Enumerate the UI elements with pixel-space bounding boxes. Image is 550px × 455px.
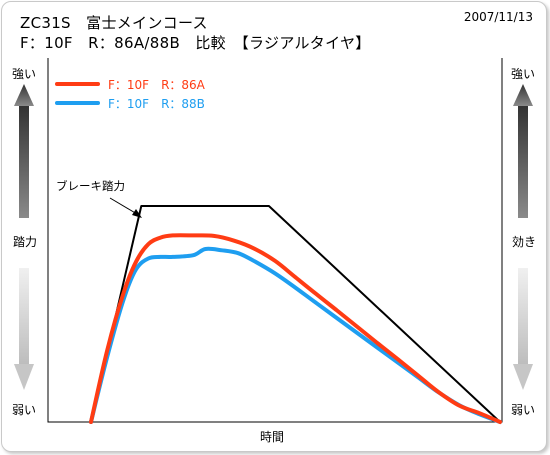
left-scale-top-label: 強い: [12, 67, 36, 81]
legend: F：10F R：86A F：10F R：88B: [55, 78, 206, 111]
left-scale-mid-label: 踏力: [13, 235, 37, 249]
annotation-leader-arrow-icon: [109, 197, 142, 218]
left-scale-bottom-label: 弱い: [12, 403, 36, 417]
series-line-brake-pedal: [90, 205, 501, 423]
right-scale-mid-label: 効き: [512, 234, 536, 249]
series-layer: [89, 205, 502, 424]
chart-date: 2007/11/13: [463, 10, 533, 24]
series-line-86a: [89, 233, 502, 424]
legend-label-88b: F：10F R：88B: [108, 97, 205, 111]
plot-area-border: [47, 58, 503, 423]
left-down-arrow-icon: [14, 268, 34, 390]
annotation-brake-pedal-label: ブレーキ踏力: [56, 179, 125, 193]
left-up-arrow-icon: [14, 84, 34, 218]
right-scale-top-label: 強い: [511, 67, 535, 81]
x-axis-label: 時間: [260, 430, 284, 444]
right-scale-bottom-label: 弱い: [511, 403, 535, 417]
right-up-arrow-icon: [513, 84, 533, 218]
chart-subtitle: F：10F R：86A/88B 比較 【ラジアルタイヤ】: [20, 34, 371, 52]
chart-title: ZC31S 富士メインコース: [20, 14, 208, 32]
legend-label-86a: F：10F R：86A: [108, 78, 206, 92]
right-down-arrow-icon: [513, 268, 533, 390]
